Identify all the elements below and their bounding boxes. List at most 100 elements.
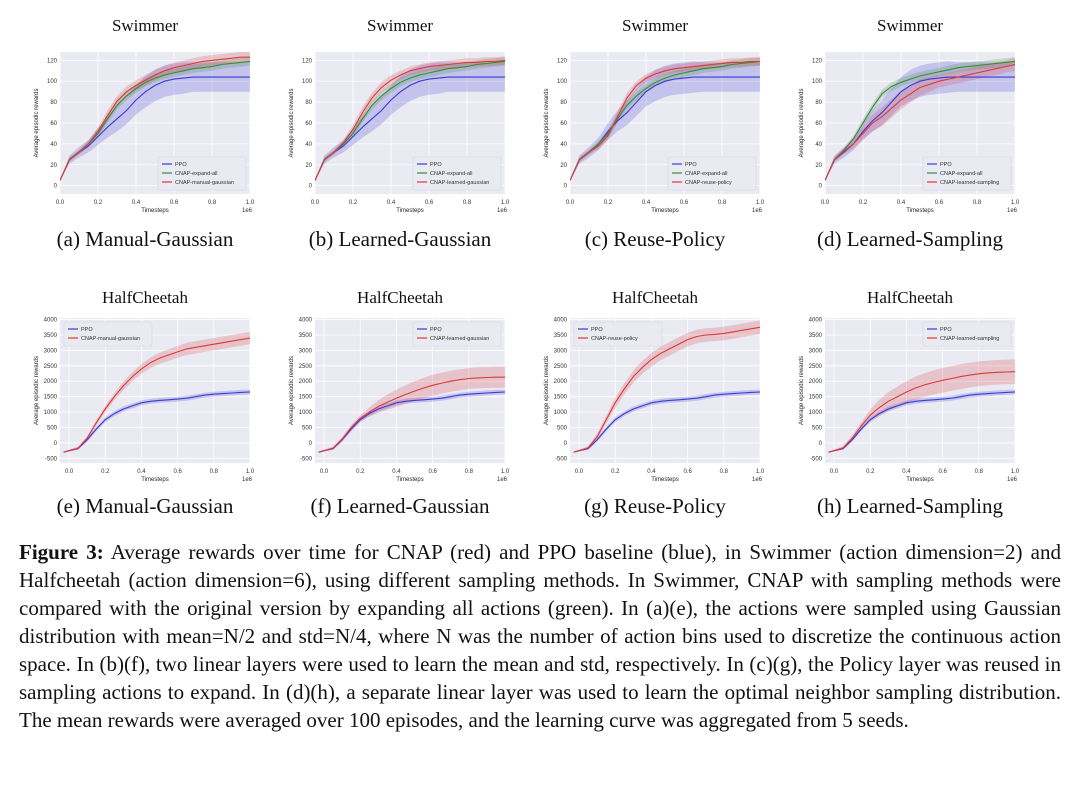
x-axis-label: Timesteps <box>651 477 678 483</box>
legend-label: CNAP-learned-gaussian <box>430 336 489 342</box>
legend-label: PPO <box>940 327 952 333</box>
x-tick-label: 0.0 <box>65 469 74 475</box>
legend-label: CNAP-reuse-policy <box>685 180 732 186</box>
x-axis-exponent: 1e6 <box>242 208 253 214</box>
x-tick-label: 0.8 <box>973 200 982 206</box>
series-line-CNAP-expand-all <box>570 60 760 181</box>
y-tick-label: 2000 <box>554 379 568 385</box>
subfigure-caption: (a) Manual-Gaussian <box>57 227 234 251</box>
y-tick-label: 1000 <box>44 410 58 416</box>
series-line-CNAP-expand-all <box>825 60 1015 181</box>
y-tick-label: 1000 <box>809 410 823 416</box>
legend-label: CNAP-expand-all <box>175 171 218 177</box>
caption-label: Figure 3: <box>19 540 104 564</box>
plot-series <box>63 331 250 453</box>
legend-label: PPO <box>175 162 187 168</box>
x-axis-exponent: 1e6 <box>1007 477 1018 483</box>
y-axis-label: Average episodic rewards <box>289 356 295 425</box>
y-axis-label: Average episodic rewards <box>34 356 40 425</box>
chart-panel: HalfCheetah 0.0 0.2 0.4 0.6 0.8 1.0 -500 0 500 100… <box>34 288 255 518</box>
y-tick-label: 3500 <box>299 333 313 339</box>
chart-panel: HalfCheetah 0.0 0.2 0.4 0.6 0.8 1.0 -500 0 500 100… <box>289 288 510 518</box>
y-tick-label: 1000 <box>299 410 313 416</box>
subfigure-caption: (h) Learned-Sampling <box>817 494 1004 518</box>
chart-panel: Swimmer 0.0 0.2 0.4 0.6 0.8 1.0 0 20 40 60 80 100 120… <box>289 16 510 251</box>
x-tick-label: 0.2 <box>611 469 620 475</box>
y-tick-label: -500 <box>45 456 58 462</box>
series-band-PPO <box>63 389 250 453</box>
y-tick-label: 500 <box>557 426 568 432</box>
x-tick-label: 0.8 <box>208 200 217 206</box>
plot-series <box>825 57 1015 181</box>
x-tick-label: 1.0 <box>501 200 510 206</box>
y-tick-label: 3000 <box>299 348 313 354</box>
x-tick-label: 0.0 <box>566 200 575 206</box>
y-axis-label: Average episodic rewards <box>34 89 40 158</box>
x-tick-label: 0.4 <box>392 469 401 475</box>
x-axis-label: Timesteps <box>396 208 423 214</box>
y-axis-label: Average episodic rewards <box>544 356 550 425</box>
legend-box <box>412 156 502 191</box>
y-tick-label: 2500 <box>554 364 568 370</box>
legend-box <box>922 156 1012 191</box>
legend-box <box>63 321 153 347</box>
y-tick-label: 3000 <box>554 348 568 354</box>
series-line-CNAP-learned-gaussian <box>315 59 505 181</box>
plot-series <box>573 320 760 453</box>
legend: PPO CNAP-expand-all CNAP-manual-gaussian <box>157 156 247 191</box>
y-tick-label: 100 <box>47 79 58 85</box>
x-axis-exponent: 1e6 <box>752 208 763 214</box>
x-tick-label: 0.6 <box>170 200 179 206</box>
y-tick-label: 1500 <box>44 395 58 401</box>
y-tick-label: 2500 <box>299 364 313 370</box>
y-tick-label: 120 <box>812 58 823 64</box>
series-line-PPO <box>318 391 505 453</box>
subfigure-caption: (g) Reuse-Policy <box>584 494 726 518</box>
x-tick-label: 1.0 <box>1011 200 1020 206</box>
series-band-PPO <box>318 389 505 453</box>
y-tick-label: 3500 <box>44 333 58 339</box>
y-tick-label: 40 <box>560 142 567 148</box>
x-axis-exponent: 1e6 <box>752 477 763 483</box>
legend-label: PPO <box>430 327 442 333</box>
subfigure-caption: (d) Learned-Sampling <box>817 227 1004 251</box>
y-tick-label: 80 <box>305 100 312 106</box>
x-tick-label: 0.6 <box>935 200 944 206</box>
panel-title: Swimmer <box>877 16 943 35</box>
series-line-PPO <box>573 391 760 453</box>
panel-title: HalfCheetah <box>102 288 188 307</box>
plot-series <box>60 52 250 181</box>
series-line-CNAP-reuse-policy <box>570 60 760 181</box>
y-tick-label: 4000 <box>809 318 823 324</box>
series-band-CNAP-learned-gaussian <box>318 366 505 453</box>
series-band-PPO <box>825 61 1015 181</box>
chart-panel: Swimmer 0.0 0.2 0.4 0.6 0.8 1.0 0 20 40 60 80 100 120… <box>544 16 765 251</box>
x-tick-label: 1.0 <box>246 469 255 475</box>
series-band-CNAP-manual-gaussian <box>63 331 250 453</box>
legend-label: CNAP-expand-all <box>430 171 473 177</box>
x-tick-label: 1.0 <box>756 200 765 206</box>
y-tick-label: 500 <box>812 426 823 432</box>
panel-title: Swimmer <box>112 16 178 35</box>
x-axis-label: Timesteps <box>396 477 423 483</box>
subfigure-caption: (f) Learned-Gaussian <box>311 494 490 518</box>
legend-label: PPO <box>685 162 697 168</box>
x-tick-label: 0.4 <box>132 200 141 206</box>
y-tick-label: 0 <box>54 184 58 190</box>
y-tick-label: 0 <box>309 441 313 447</box>
panel-title: HalfCheetah <box>357 288 443 307</box>
plot-series <box>570 57 760 181</box>
y-tick-label: 100 <box>812 79 823 85</box>
x-tick-label: 0.4 <box>137 469 146 475</box>
y-tick-label: 3000 <box>44 348 58 354</box>
legend-label: CNAP-manual-gaussian <box>81 336 140 342</box>
x-tick-label: 1.0 <box>246 200 255 206</box>
y-tick-label: 4000 <box>299 318 313 324</box>
x-tick-label: 0.4 <box>902 469 911 475</box>
x-tick-label: 0.2 <box>859 200 868 206</box>
x-tick-label: 0.4 <box>642 200 651 206</box>
y-tick-label: 4000 <box>554 318 568 324</box>
series-band-CNAP-expand-all <box>570 57 760 181</box>
y-tick-label: 40 <box>50 142 57 148</box>
y-tick-label: 0 <box>819 184 823 190</box>
